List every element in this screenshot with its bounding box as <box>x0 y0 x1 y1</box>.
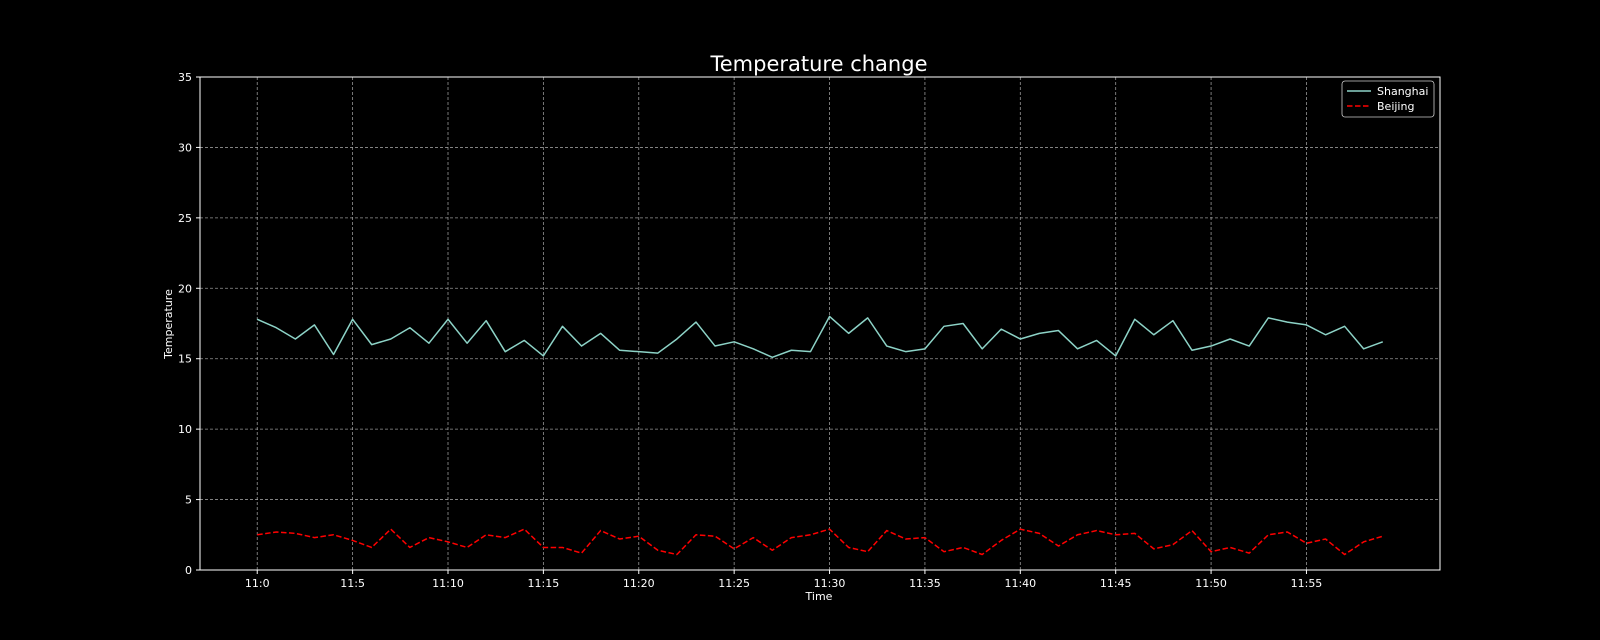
grid <box>200 77 1440 570</box>
x-tick-label: 11:20 <box>623 577 655 590</box>
y-tick-label: 30 <box>178 141 192 154</box>
x-tick-label: 11:0 <box>245 577 270 590</box>
x-tick-label: 11:5 <box>340 577 365 590</box>
y-axis-ticks: 0 5 10 15 20 25 30 35 <box>178 71 200 577</box>
x-tick-label: 11:25 <box>718 577 750 590</box>
series-line-shanghai <box>256 315 1384 359</box>
x-tick-label: 11:35 <box>909 577 941 590</box>
x-tick-label: 11:55 <box>1291 577 1323 590</box>
series-lines <box>256 315 1384 556</box>
x-axis-title: Time <box>805 590 833 603</box>
plot-area-frame <box>199 76 1441 571</box>
y-tick-label: 15 <box>178 353 192 366</box>
legend: Shanghai Beijing <box>1341 80 1435 118</box>
x-axis-ticks: 11:0 11:5 11:10 11:15 11:20 11:25 11:30 11:35 11… <box>245 570 1322 590</box>
x-tick-label: 11:30 <box>814 577 846 590</box>
y-axis-title: Temperature <box>162 289 175 360</box>
y-tick-label: 25 <box>178 212 192 225</box>
y-tick-label: 35 <box>178 71 192 84</box>
x-tick-label: 11:15 <box>528 577 560 590</box>
x-tick-label: 11:50 <box>1195 577 1227 590</box>
y-tick-label: 10 <box>178 423 192 436</box>
x-tick-label: 11:10 <box>432 577 464 590</box>
legend-label-beijing: Beijing <box>1377 100 1414 113</box>
x-tick-label: 11:40 <box>1004 577 1036 590</box>
series-line-beijing <box>257 528 1383 556</box>
legend-box <box>1341 80 1435 118</box>
y-tick-label: 20 <box>178 282 192 295</box>
chart-title: Temperature change <box>710 52 928 76</box>
y-tick-label: 5 <box>185 494 192 507</box>
legend-label-shanghai: Shanghai <box>1377 85 1428 98</box>
y-tick-label: 0 <box>185 564 192 577</box>
x-tick-label: 11:45 <box>1100 577 1132 590</box>
